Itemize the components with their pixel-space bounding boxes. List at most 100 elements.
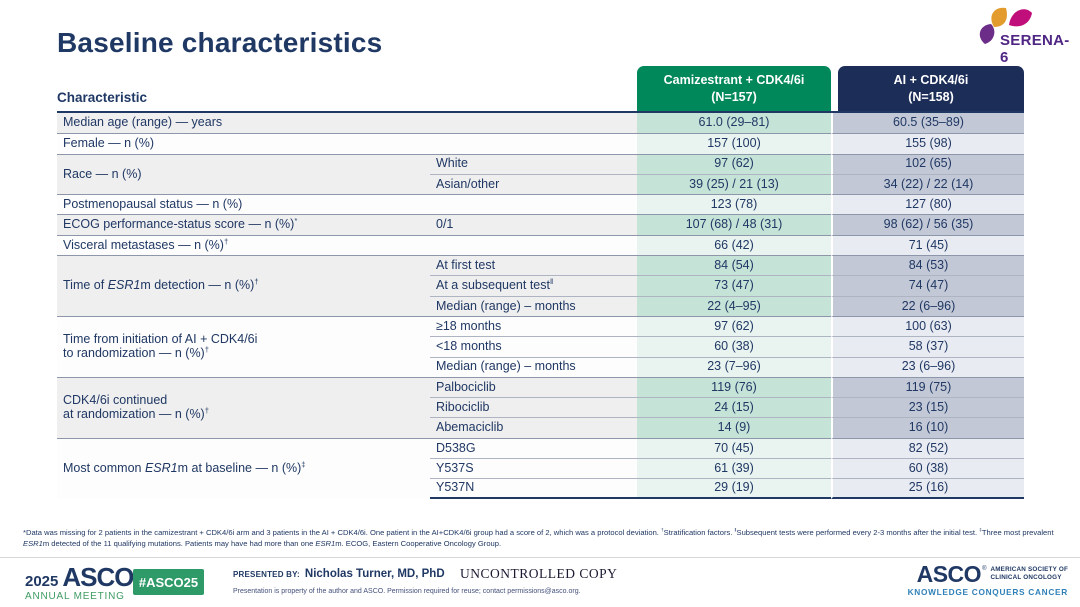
presenter-name: Nicholas Turner, MD, PhD [304, 568, 445, 580]
ai-value: 74 (47) [831, 275, 1024, 296]
characteristic-label: Female — n (%) [57, 133, 430, 154]
table-row: Most common ESR1m at baseline — n (%)‡ D5… [57, 437, 1024, 499]
sub-characteristic [430, 133, 637, 154]
ai-value: 16 (10) [831, 417, 1024, 438]
asco-society-line2: CLINICAL ONCOLOGY [990, 574, 1062, 582]
serena6-logo-text: SERENA-6 [1000, 32, 1070, 66]
table-row: Visceral metastases — n (%)† 66 (42) 71 (4… [57, 234, 1024, 256]
ai-value: 127 (80) [831, 194, 1024, 215]
camizestrant-value: 119 (76) [637, 376, 831, 398]
meeting-org: ASCO [62, 562, 134, 592]
meeting-year: 2025 [25, 573, 59, 590]
table-row: Y537N 29 (19) 25 (16) [57, 478, 1024, 499]
ai-value: 22 (6–96) [831, 295, 1024, 316]
characteristic-label: CDK4/6i continued at randomization — n (… [57, 376, 430, 438]
registered-mark-icon: ® [982, 566, 987, 572]
characteristic-label: Median age (range) — years [57, 113, 430, 134]
table-row: ECOG performance-status score — n (%)* 0/… [57, 214, 1024, 235]
sub-characteristic: 0/1 [430, 214, 637, 235]
camizestrant-value: 84 (54) [637, 255, 831, 276]
sub-characteristic: D538G [430, 437, 637, 459]
ai-value: 82 (52) [831, 437, 1024, 459]
characteristics-table-body: Median age (range) — years 61.0 (29–81) 60… [57, 113, 1024, 499]
camizestrant-column-header: Camizestrant + CDK4/6i (N=157) [637, 66, 831, 111]
camizestrant-value: 123 (78) [637, 194, 831, 215]
characteristic-label: Postmenopausal status — n (%) [57, 194, 430, 215]
ai-value: 58 (37) [831, 336, 1024, 357]
characteristics-table: Median age (range) — years 61.0 (29–81) 60… [57, 111, 1024, 499]
asco-society-logo: ASCO ® AMERICAN SOCIETY OF CLINICAL ONCO… [908, 561, 1068, 597]
sub-characteristic [430, 194, 637, 215]
ai-value: 25 (16) [831, 478, 1024, 499]
hashtag-badge: #ASCO25 [133, 569, 204, 595]
table-row: Postmenopausal status — n (%) 123 (78) 127… [57, 194, 1024, 215]
table-row: CDK4/6i continued at randomization — n (… [57, 376, 1024, 438]
permission-text: Presentation is property of the author a… [233, 588, 581, 595]
sub-characteristic [430, 113, 637, 134]
camizestrant-value: 97 (62) [637, 153, 831, 174]
camizestrant-value: 66 (42) [637, 234, 831, 256]
ai-value: 100 (63) [831, 315, 1024, 337]
characteristic-label: Time from initiation of AI + CDK4/6i to … [57, 315, 430, 377]
characteristic-label: Visceral metastases — n (%)† [57, 234, 430, 256]
footer: 2025 ASCO ANNUAL MEETING #ASCO25 PRESENT… [0, 558, 1080, 607]
characteristic-label: Race — n (%) [57, 153, 430, 195]
table-row: Time from initiation of AI + CDK4/6i to … [57, 315, 1024, 377]
sub-characteristic: <18 months [430, 336, 637, 357]
table-row: Median (range) – months 22 (4–95) 22 (6–96… [57, 295, 1024, 316]
table-row: Time of ESR1m detection — n (%)† At first… [57, 255, 1024, 316]
meeting-name: ANNUAL MEETING [25, 591, 125, 602]
table-row: At a subsequent test‖ 73 (47) 74 (47) [57, 275, 1024, 296]
camizestrant-value: 29 (19) [637, 478, 831, 499]
ai-value: 23 (6–96) [831, 356, 1024, 377]
camizestrant-value: 97 (62) [637, 315, 831, 337]
sub-characteristic: Ribociclib [430, 397, 637, 418]
table-row: Race — n (%) White 97 (62) 102 (65) [57, 153, 1024, 195]
ai-value: 102 (65) [831, 153, 1024, 174]
sub-characteristic: White [430, 153, 637, 174]
characteristic-label: Time of ESR1m detection — n (%)† [57, 255, 430, 316]
presenter-block: PRESENTED BY: Nicholas Turner, MD, PhD P… [233, 568, 581, 595]
camizestrant-value: 61 (39) [637, 458, 831, 479]
ai-value: 155 (98) [831, 133, 1024, 154]
asco-society-line1: AMERICAN SOCIETY OF [990, 566, 1068, 574]
sub-characteristic: Median (range) – months [430, 295, 637, 316]
table-row: Median (range) – months 23 (7–96) 23 (6–96… [57, 356, 1024, 377]
ai-value: 98 (62) / 56 (35) [831, 214, 1024, 235]
asco-org-text: ASCO [916, 561, 982, 587]
ai-value: 34 (22) / 22 (14) [831, 173, 1024, 195]
characteristic-label: ECOG performance-status score — n (%)* [57, 214, 430, 235]
sub-characteristic: Y537S [430, 458, 637, 479]
table-row: Female — n (%) 157 (100) 155 (98) [57, 133, 1024, 154]
ai-value: 23 (15) [831, 397, 1024, 418]
sub-characteristic: Asian/other [430, 173, 637, 195]
camizestrant-value: 73 (47) [637, 275, 831, 296]
ai-value: 60.5 (35–89) [831, 113, 1024, 134]
table-row: Abemaciclib 14 (9) 16 (10) [57, 417, 1024, 438]
table-row: Median age (range) — years 61.0 (29–81) 60… [57, 113, 1024, 134]
serena6-logo: SERENA-6 [940, 4, 1070, 66]
footer-divider [0, 557, 1080, 558]
footnote-text: *Data was missing for 2 patients in the … [23, 527, 1054, 548]
serena6-butterfly-icon [979, 7, 1032, 44]
sub-characteristic: Palbociclib [430, 376, 637, 398]
table-row: Y537S 61 (39) 60 (38) [57, 458, 1024, 479]
table-row: Asian/other 39 (25) / 21 (13) 34 (22) / 22… [57, 173, 1024, 195]
ai-value: 71 (45) [831, 234, 1024, 256]
ai-value: 119 (75) [831, 376, 1024, 398]
camizestrant-value: 61.0 (29–81) [637, 113, 831, 134]
sub-characteristic: At first test [430, 255, 637, 276]
camizestrant-value: 60 (38) [637, 336, 831, 357]
camizestrant-value: 107 (68) / 48 (31) [637, 214, 831, 235]
camizestrant-value: 157 (100) [637, 133, 831, 154]
sub-characteristic: ≥18 months [430, 315, 637, 337]
sub-characteristic: At a subsequent test‖ [430, 275, 637, 296]
sub-characteristic: Abemaciclib [430, 417, 637, 438]
camizestrant-value: 24 (15) [637, 397, 831, 418]
sub-characteristic: Y537N [430, 478, 637, 499]
asco-annual-meeting-logo: 2025 ASCO ANNUAL MEETING [25, 562, 135, 602]
characteristic-column-header: Characteristic [57, 90, 148, 105]
camizestrant-value: 22 (4–95) [637, 295, 831, 316]
characteristic-label: Most common ESR1m at baseline — n (%)‡ [57, 437, 430, 499]
sub-characteristic [430, 234, 637, 256]
